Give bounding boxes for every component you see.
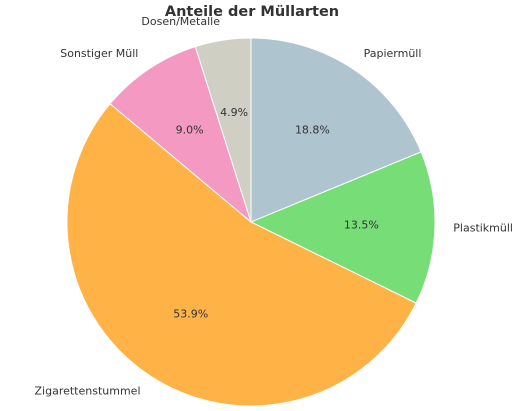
slice-percent-zigarettenstummel: 53.9% (173, 307, 208, 320)
chart-title: Anteile der Müllarten (165, 4, 339, 20)
slice-label-plastikmüll: Plastikmüll (453, 222, 513, 235)
pie-slice-papiermüll (250, 37, 422, 223)
pie-slice-zigarettenstummel (66, 102, 417, 407)
labels-layer: Papiermüll 18.8% Plastikmüll 13.5% Zigarette… (35, 15, 513, 398)
slice-percent-sonstiger-müll: 9.0% (176, 123, 204, 136)
slice-percent-dosen-metalle: 4.9% (220, 106, 248, 119)
slices-layer (66, 37, 436, 407)
pie-slice-dosen-metalle (194, 37, 252, 223)
slice-percent-plastikmüll: 13.5% (344, 219, 379, 232)
pie-slice-plastikmüll (249, 151, 436, 304)
pie-slice-sonstiger-müll (109, 46, 252, 224)
slice-label-zigarettenstummel: Zigarettenstummel (35, 385, 141, 398)
slice-label-sonstiger-müll: Sonstiger Müll (60, 47, 138, 60)
slice-label-dosen-metalle: Dosen/Metalle (141, 15, 220, 28)
slice-label-papiermüll: Papiermüll (364, 47, 422, 60)
slice-percent-papiermüll: 18.8% (295, 123, 330, 136)
